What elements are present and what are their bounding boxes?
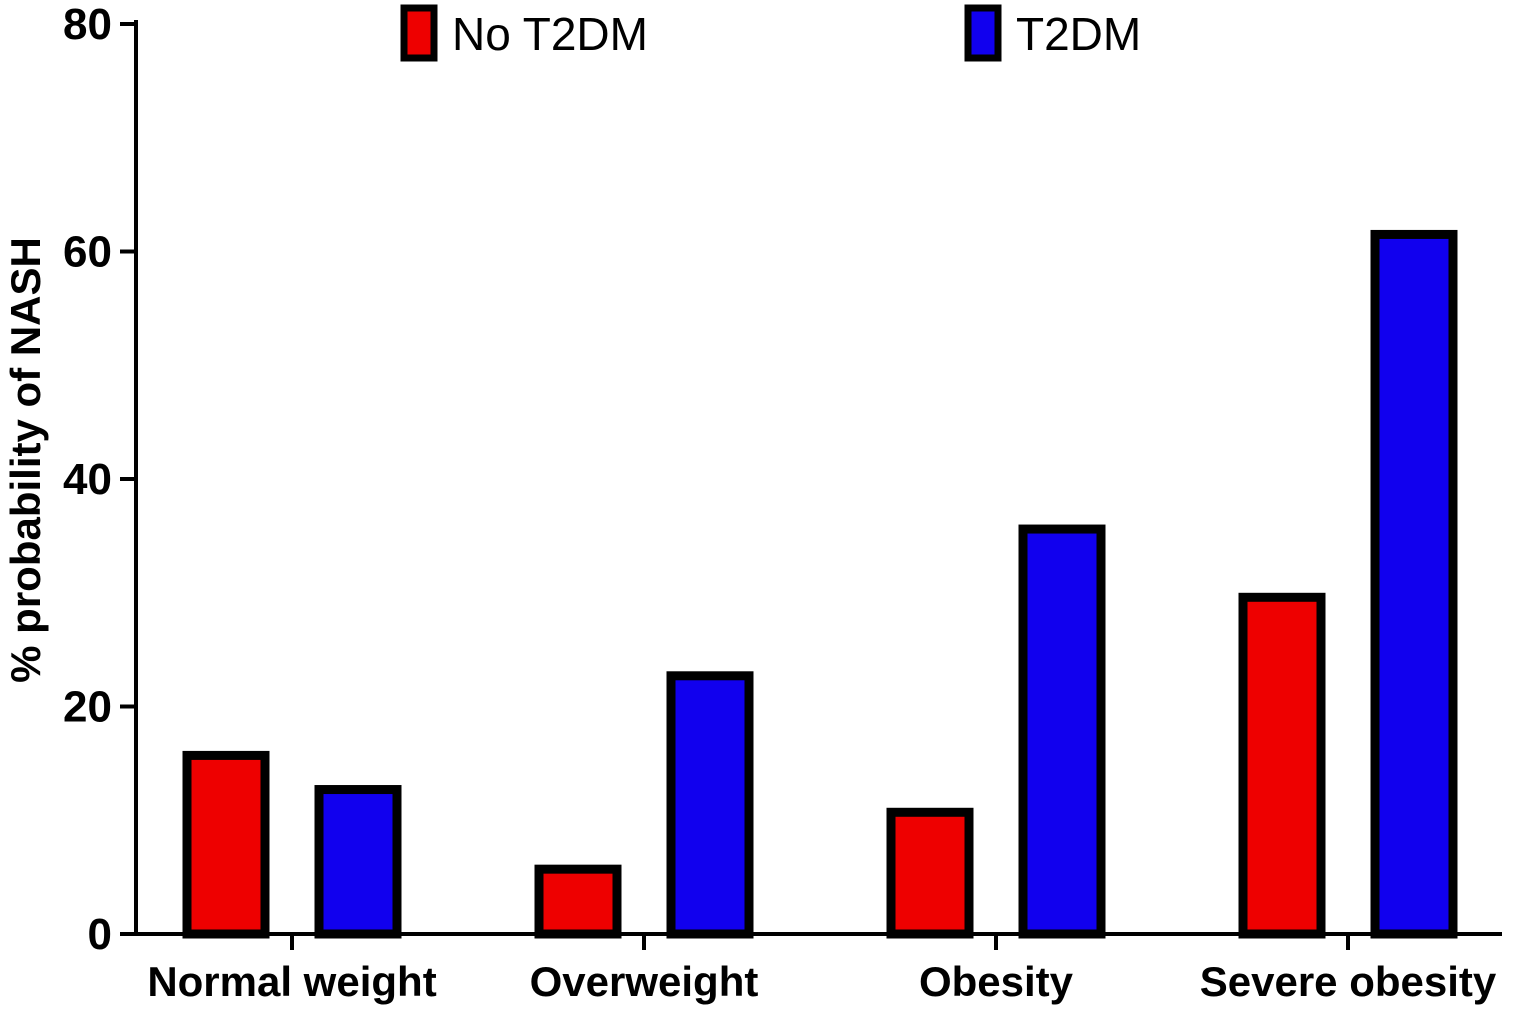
legend-swatch — [400, 4, 438, 62]
bar-no-t2dm-severe-obesity — [1238, 592, 1326, 939]
bars — [182, 229, 1458, 939]
bar-t2dm-overweight — [666, 671, 754, 939]
x-tick-label: Obesity — [919, 958, 1074, 1005]
legend-label: T2DM — [1016, 8, 1141, 60]
y-axis-title: % probability of NASH — [2, 237, 49, 683]
y-tick-label: 40 — [63, 455, 112, 504]
bar-t2dm-obesity — [1018, 524, 1106, 939]
x-ticks: Normal weight Overweight Obesity Severe obe… — [147, 934, 1497, 1005]
x-tick-label: Normal weight — [147, 958, 436, 1005]
bar-t2dm-severe-obesity — [1370, 229, 1458, 939]
y-tick-label: 60 — [63, 228, 112, 277]
y-tick-label: 80 — [63, 0, 112, 49]
x-tick-label: Severe obesity — [1200, 958, 1497, 1005]
bar-no-t2dm-normal-weight — [182, 750, 270, 939]
legend: No T2DM T2DM — [400, 4, 1141, 62]
y-tick-label: 0 — [88, 910, 112, 959]
x-tick-label: Overweight — [530, 958, 759, 1005]
bar-t2dm-normal-weight — [314, 785, 402, 939]
bar-no-t2dm-overweight — [534, 864, 622, 939]
y-tick-label: 20 — [63, 683, 112, 732]
legend-label: No T2DM — [452, 8, 648, 60]
bar-no-t2dm-obesity — [886, 807, 974, 939]
legend-swatch — [964, 4, 1002, 62]
y-ticks: 0 20 40 60 80 — [63, 0, 136, 959]
